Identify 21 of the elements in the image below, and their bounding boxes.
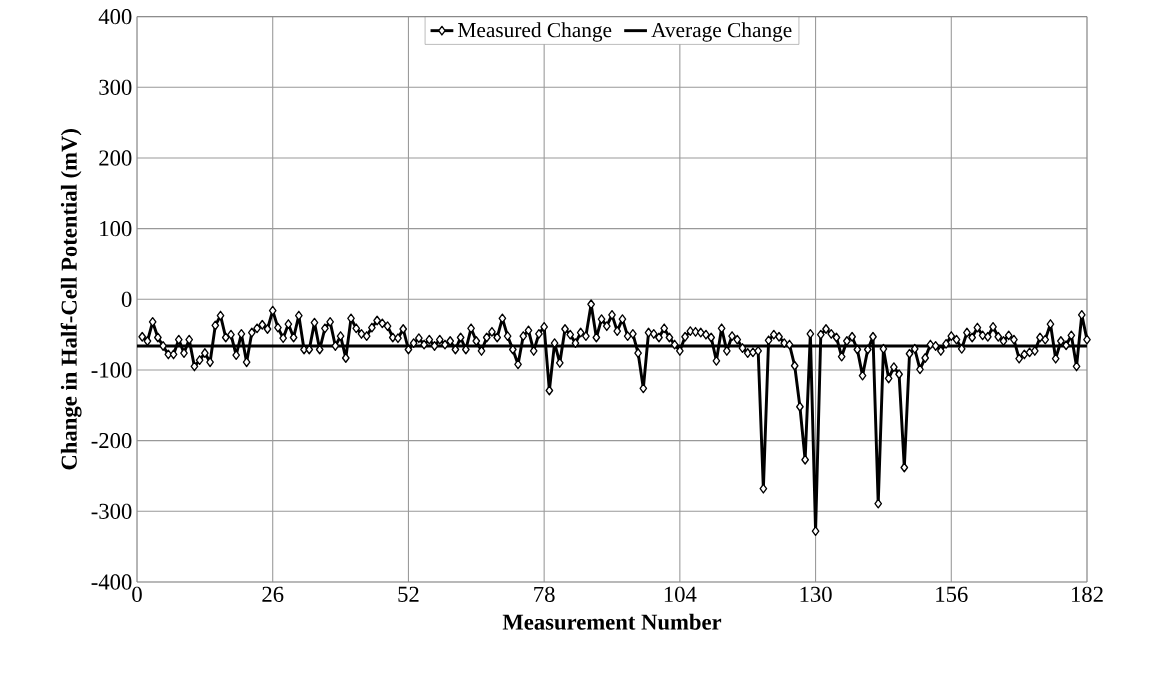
x-tick-label: 156 (936, 586, 968, 602)
legend-label: Measured Change (458, 22, 612, 42)
legend-label: Average Change (651, 22, 792, 42)
x-tick-label: 0 (132, 586, 142, 602)
x-axis-title: Measurement Number (502, 613, 722, 630)
x-tick-label: 104 (664, 586, 697, 602)
y-tick-label: 300 (99, 79, 132, 95)
y-tick-label: 200 (99, 150, 132, 166)
y-tick-label: 100 (100, 221, 132, 237)
y-tick-label: 0 (121, 291, 132, 307)
x-tick-label: 52 (398, 586, 419, 602)
y-tick-label: -400 (91, 574, 132, 590)
y-axis-title: Change in Half-Cell Potential (mV) (60, 129, 82, 470)
y-tick-label: -300 (91, 503, 132, 519)
y-tick-label: -200 (91, 433, 132, 449)
x-tick-label: 182 (1071, 586, 1103, 602)
x-tick-label: 26 (262, 586, 284, 602)
x-tick-label: 78 (534, 586, 555, 602)
y-tick-label: -100 (91, 362, 132, 378)
y-tick-label: 400 (98, 9, 132, 25)
x-tick-label: 130 (800, 586, 832, 602)
